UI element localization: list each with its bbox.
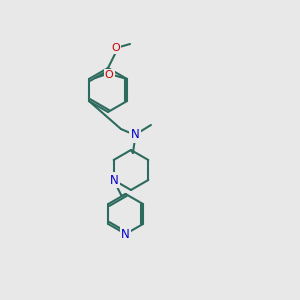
Text: N: N	[130, 128, 139, 142]
Text: N: N	[121, 229, 130, 242]
Text: O: O	[105, 70, 113, 80]
Text: N: N	[110, 173, 119, 187]
Text: O: O	[112, 43, 120, 53]
